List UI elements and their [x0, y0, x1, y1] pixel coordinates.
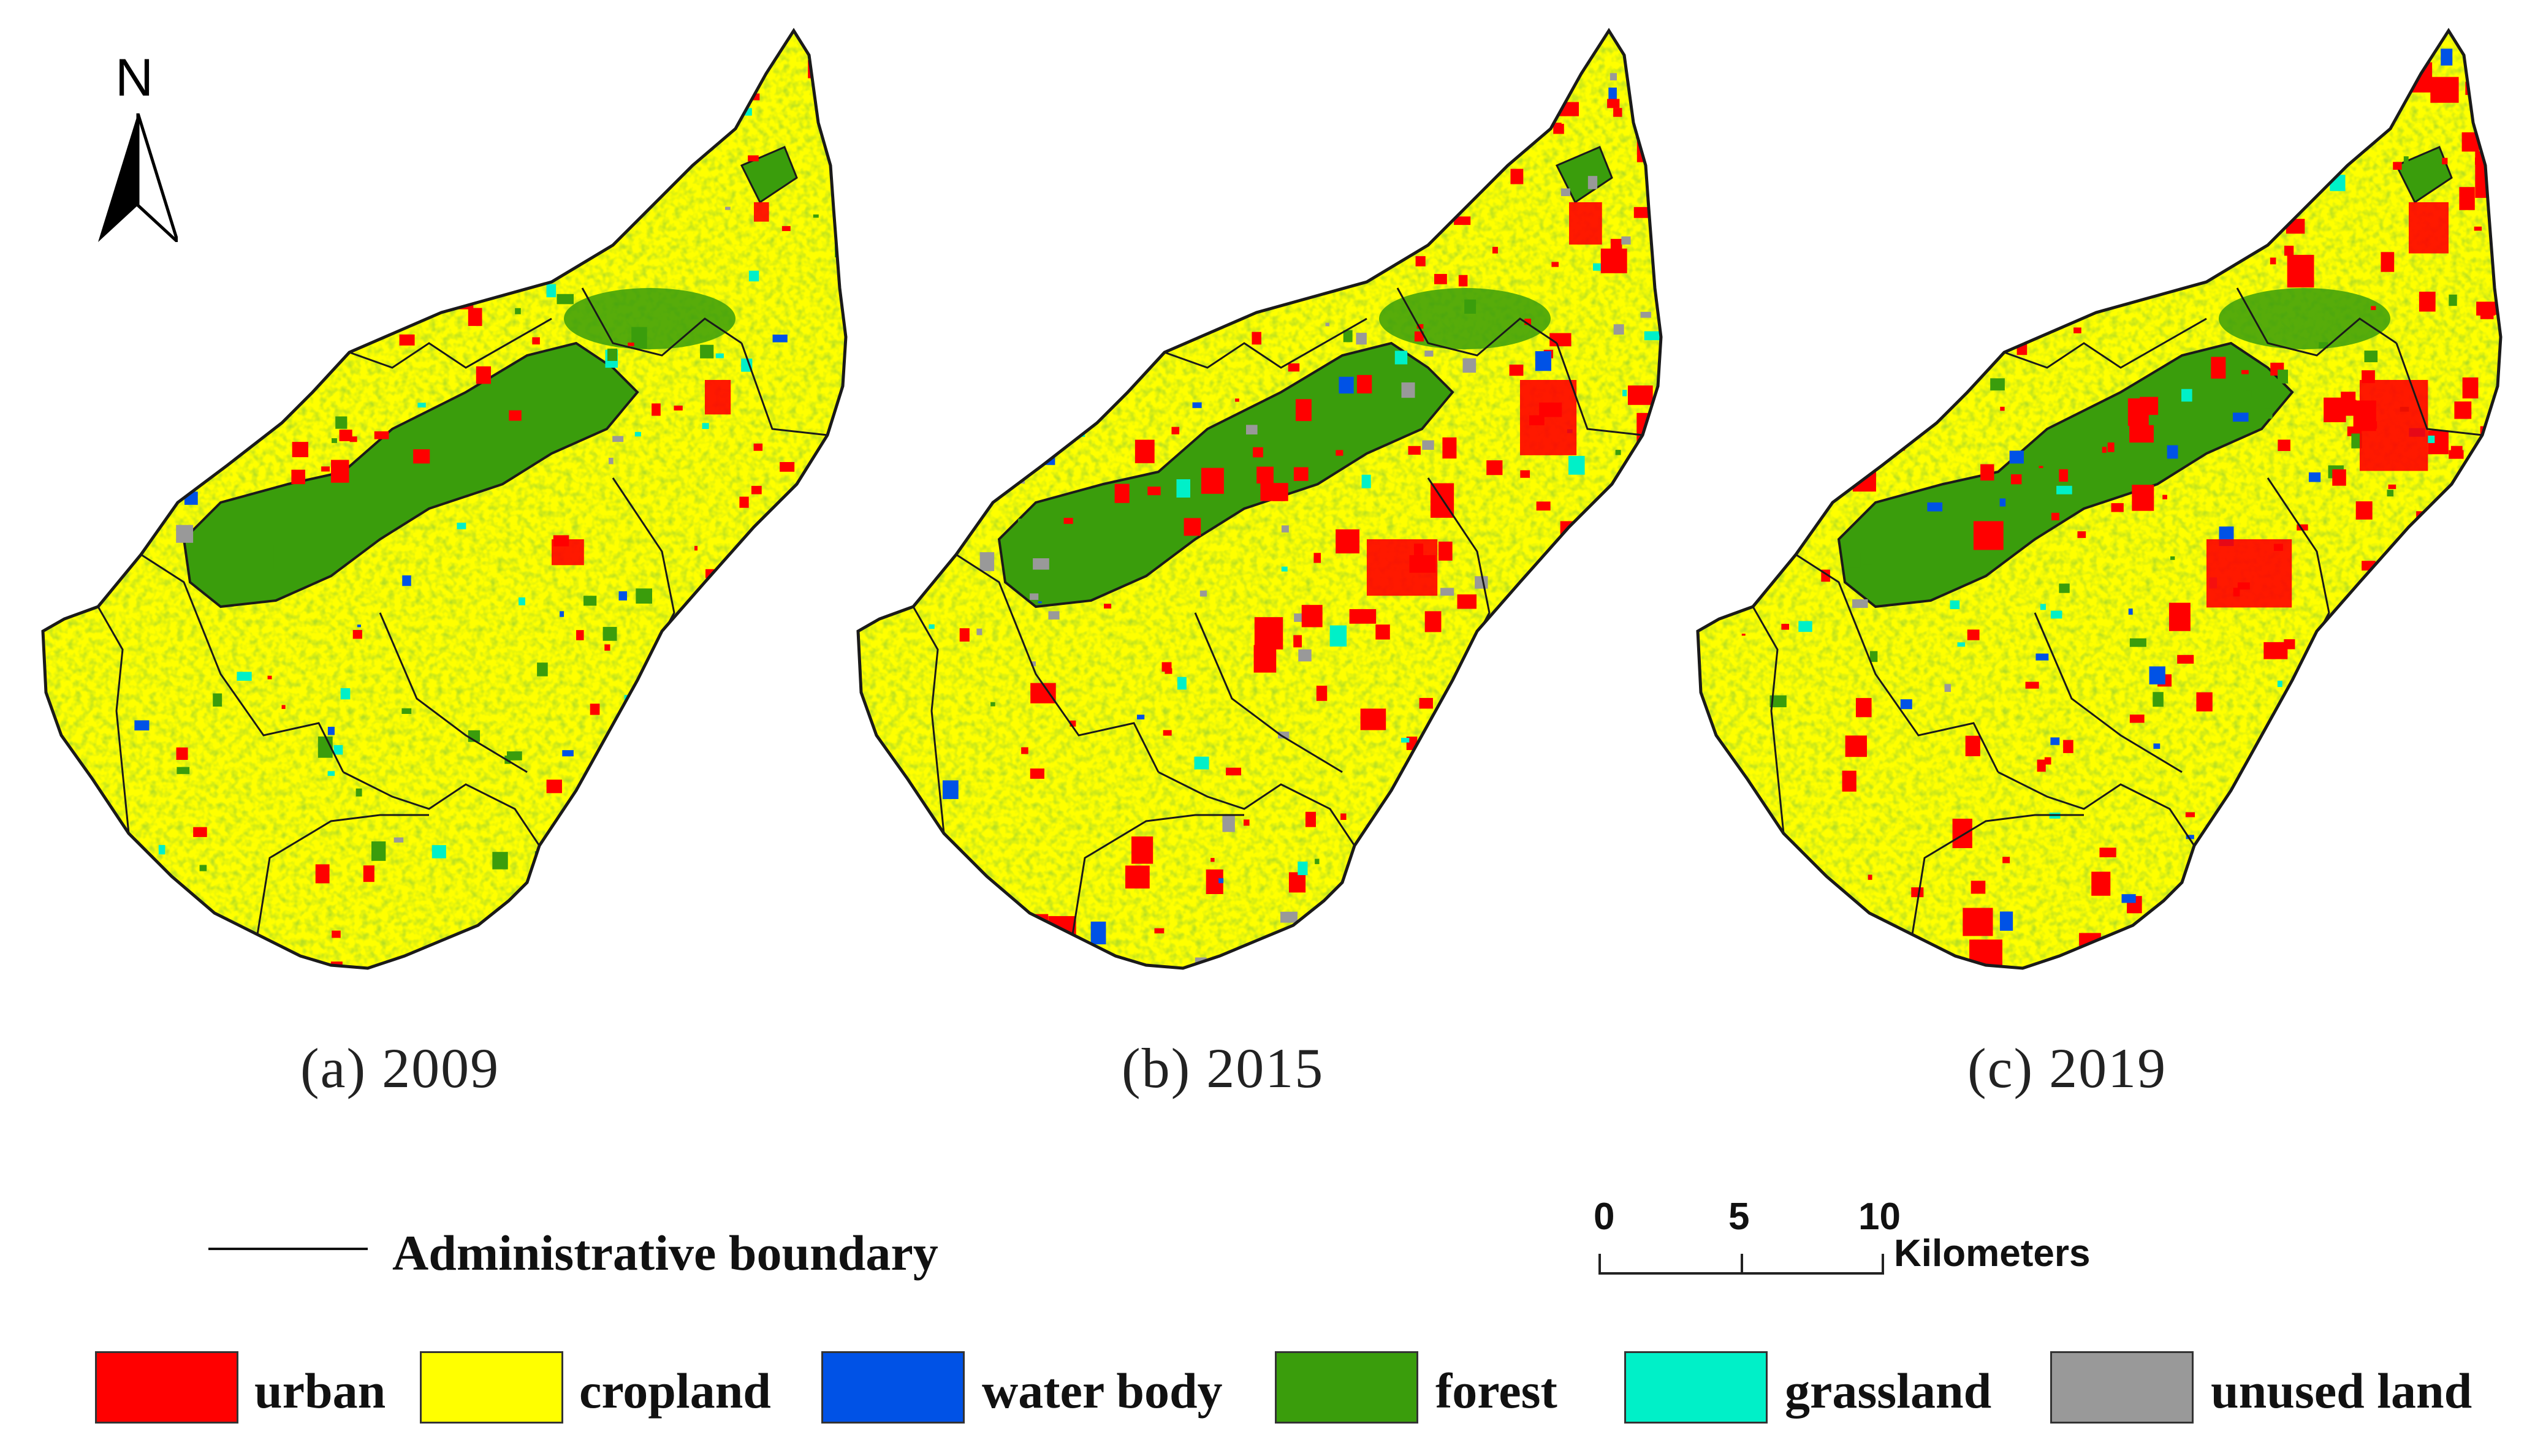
- legend-label-water-body: water body: [982, 1363, 1223, 1419]
- map-2015: [815, 0, 1686, 1029]
- legend-label-unused-land: unused land: [2211, 1363, 2472, 1419]
- map-2019: [1655, 0, 2520, 1029]
- legend-label-urban: urban: [254, 1363, 386, 1419]
- scale-tick: [1741, 1254, 1743, 1275]
- land-use-legend: urban cropland water body forest grassla…: [0, 1351, 2535, 1431]
- caption-map-c: (c) 2019: [1967, 1037, 2167, 1099]
- legend-swatch-unused-land: [2050, 1351, 2194, 1424]
- land-use-maps: [0, 0, 2535, 1029]
- legend-swatch-urban: [95, 1351, 238, 1424]
- legend-swatch-grassland: [1624, 1351, 1768, 1424]
- scale-tick: [1598, 1254, 1601, 1275]
- legend-label-cropland: cropland: [579, 1363, 771, 1419]
- scale-tick: [1882, 1254, 1884, 1275]
- legend-swatch-water-body: [821, 1351, 965, 1424]
- caption-map-b: (b) 2015: [1122, 1037, 1325, 1099]
- north-arrow-icon: [98, 113, 178, 242]
- scale-bar: 0 5 10 Kilometers: [1594, 1195, 2145, 1299]
- caption-map-a: (a) 2009: [300, 1037, 500, 1099]
- legend-swatch-forest: [1275, 1351, 1418, 1424]
- legend-label-grassland: grassland: [1785, 1363, 1992, 1419]
- boundary-line-symbol: [208, 1248, 368, 1250]
- boundary-legend-label: Administrative boundary: [392, 1225, 938, 1281]
- north-label: N: [115, 48, 154, 107]
- scale-label-10: 10: [1858, 1196, 1901, 1238]
- legend-label-forest: forest: [1435, 1363, 1557, 1419]
- scale-unit-label: Kilometers: [1894, 1232, 2091, 1275]
- scale-label-5: 5: [1728, 1196, 1750, 1238]
- scale-label-0: 0: [1594, 1196, 1615, 1238]
- legend-swatch-cropland: [420, 1351, 563, 1424]
